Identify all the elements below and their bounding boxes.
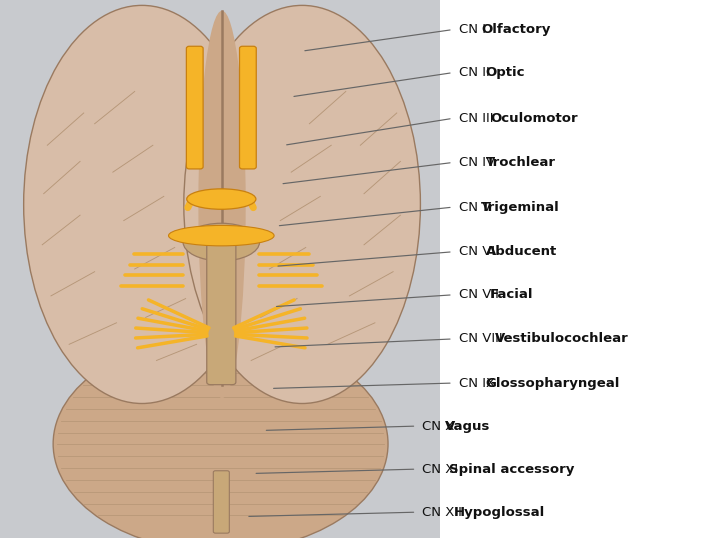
Text: Facial: Facial (490, 288, 534, 301)
Text: CN XII: CN XII (422, 506, 467, 519)
FancyBboxPatch shape (240, 46, 256, 169)
Text: CN XI: CN XI (422, 463, 462, 476)
Text: CN IV: CN IV (459, 156, 499, 169)
Ellipse shape (168, 225, 274, 246)
Text: Vagus: Vagus (445, 420, 490, 433)
Text: Hypoglossal: Hypoglossal (454, 506, 545, 519)
FancyBboxPatch shape (213, 471, 229, 533)
Text: Glossopharyngeal: Glossopharyngeal (486, 377, 620, 390)
FancyBboxPatch shape (186, 46, 203, 169)
Text: CN II: CN II (459, 66, 494, 79)
Text: Olfactory: Olfactory (481, 23, 550, 36)
Text: Optic: Optic (486, 66, 525, 79)
Text: CN X: CN X (422, 420, 459, 433)
Ellipse shape (198, 11, 245, 398)
Text: Spinal accessory: Spinal accessory (449, 463, 574, 476)
Text: Abducent: Abducent (486, 245, 557, 258)
Text: CN V: CN V (459, 201, 495, 214)
Text: CN VIII: CN VIII (459, 332, 507, 345)
Ellipse shape (186, 189, 256, 209)
Ellipse shape (53, 336, 388, 538)
Ellipse shape (183, 223, 259, 261)
Text: CN VII: CN VII (459, 288, 503, 301)
Text: Trochlear: Trochlear (486, 156, 555, 169)
Text: CN I: CN I (459, 23, 490, 36)
Text: Oculomotor: Oculomotor (490, 112, 578, 125)
Text: CN VI: CN VI (459, 245, 499, 258)
Text: CN III: CN III (459, 112, 497, 125)
Bar (0, 0, 440, 538)
Text: Vestibulocochlear: Vestibulocochlear (495, 332, 628, 345)
FancyBboxPatch shape (207, 234, 236, 385)
Ellipse shape (183, 5, 421, 404)
Text: Trigeminal: Trigeminal (481, 201, 560, 214)
Text: CN IX: CN IX (459, 377, 499, 390)
Ellipse shape (23, 5, 261, 404)
